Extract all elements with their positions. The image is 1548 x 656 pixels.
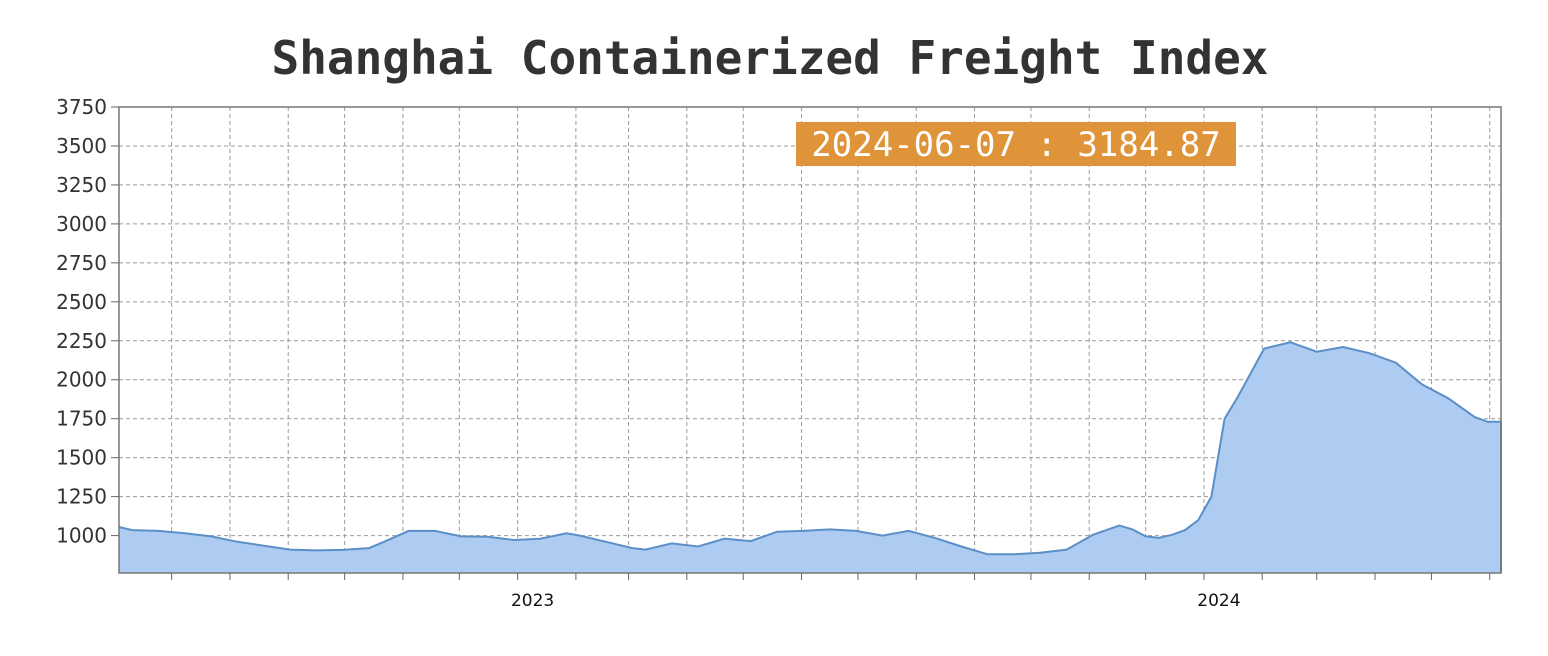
y-tick-label: 2250 xyxy=(56,329,107,353)
y-tick-label: 3000 xyxy=(56,212,107,236)
y-axis: 1000 1250 1500 1750 2000 2250 2500 2750 3000 3250… xyxy=(56,95,119,548)
y-tick-label: 3500 xyxy=(56,134,107,158)
y-tick-label: 3250 xyxy=(56,173,107,197)
chart-title: Shanghai Containerized Freight Index xyxy=(272,31,1269,85)
tooltip-box xyxy=(796,122,1236,166)
y-tick-label: 2500 xyxy=(56,290,107,314)
area-fill xyxy=(119,342,1501,573)
y-tick-label: 3750 xyxy=(56,95,107,119)
value-tooltip: 2024-06-07 : 3184.87 xyxy=(796,122,1236,166)
y-tick-label: 1750 xyxy=(56,407,107,431)
x-tick-label: 2023 xyxy=(511,591,554,611)
x-axis: 2023 2024 xyxy=(171,573,1491,611)
y-tick-label: 1500 xyxy=(56,446,107,470)
series-line xyxy=(118,341,1501,556)
x-tick-label: 2024 xyxy=(1197,591,1240,611)
y-tick-label: 1000 xyxy=(56,524,107,548)
y-tick-label: 2750 xyxy=(56,251,107,275)
y-tick-label: 1250 xyxy=(56,485,107,509)
y-tick-label: 2000 xyxy=(56,368,107,392)
tooltip-label: 2024-06-07 : 3184.87 xyxy=(811,125,1220,165)
plot-frame xyxy=(118,106,1502,574)
